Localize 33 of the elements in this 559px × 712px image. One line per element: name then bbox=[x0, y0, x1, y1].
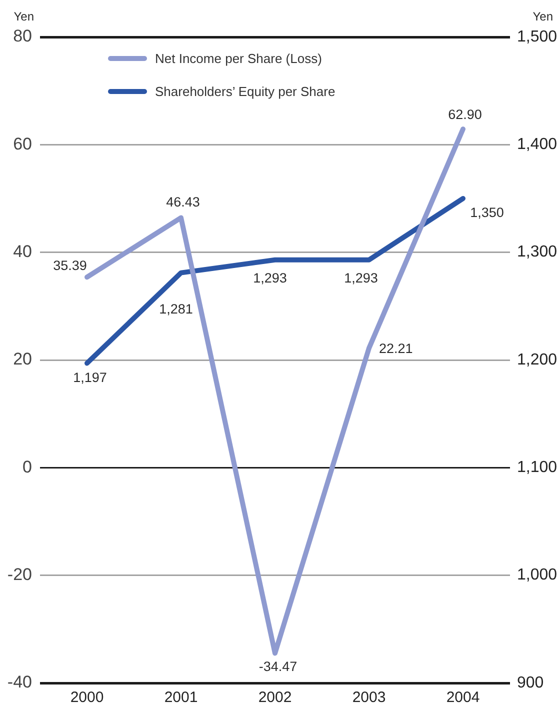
x-tick-label: 2003 bbox=[352, 689, 386, 706]
y2-tick-label: 1,100 bbox=[517, 459, 558, 476]
y2-tick-label: 1,000 bbox=[517, 566, 558, 584]
y-tick-label: 20 bbox=[13, 350, 32, 369]
data-label: 22.21 bbox=[379, 340, 413, 356]
y2-axis-title: Yen bbox=[532, 9, 553, 24]
y2-tick-label: 900 bbox=[517, 674, 544, 692]
y-axis-title: Yen bbox=[14, 9, 34, 24]
y-tick-label: -20 bbox=[7, 565, 32, 584]
x-tick-label: 2002 bbox=[258, 689, 292, 706]
y2-tick-label: 1,300 bbox=[517, 244, 558, 261]
data-label: 1,281 bbox=[159, 302, 193, 317]
data-label: 46.43 bbox=[166, 194, 200, 210]
data-label: 1,350 bbox=[470, 205, 504, 220]
y-tick-label: 0 bbox=[22, 457, 32, 476]
legend-label: Net Income per Share (Loss) bbox=[155, 51, 322, 66]
y-tick-label: 80 bbox=[13, 26, 32, 46]
y2-tick-label: 1,500 bbox=[517, 28, 558, 46]
data-label: 1,293 bbox=[253, 270, 287, 286]
data-label: 62.90 bbox=[448, 106, 482, 122]
data-label: 1,197 bbox=[73, 370, 107, 385]
x-tick-label: 2001 bbox=[164, 689, 198, 706]
x-tick-label: 2004 bbox=[446, 689, 480, 706]
data-label: 1,293 bbox=[344, 270, 378, 286]
legend-label: Shareholders’ Equity per Share bbox=[155, 84, 336, 99]
y-tick-label: 40 bbox=[13, 242, 32, 262]
x-tick-label: 2000 bbox=[70, 689, 104, 706]
y-tick-label: -40 bbox=[7, 672, 32, 692]
data-label: 35.39 bbox=[53, 258, 87, 273]
data-label: -34.47 bbox=[258, 658, 298, 674]
y-tick-label: 60 bbox=[13, 134, 32, 154]
y2-tick-label: 1,400 bbox=[517, 136, 558, 154]
y2-tick-label: 1,200 bbox=[517, 351, 558, 368]
